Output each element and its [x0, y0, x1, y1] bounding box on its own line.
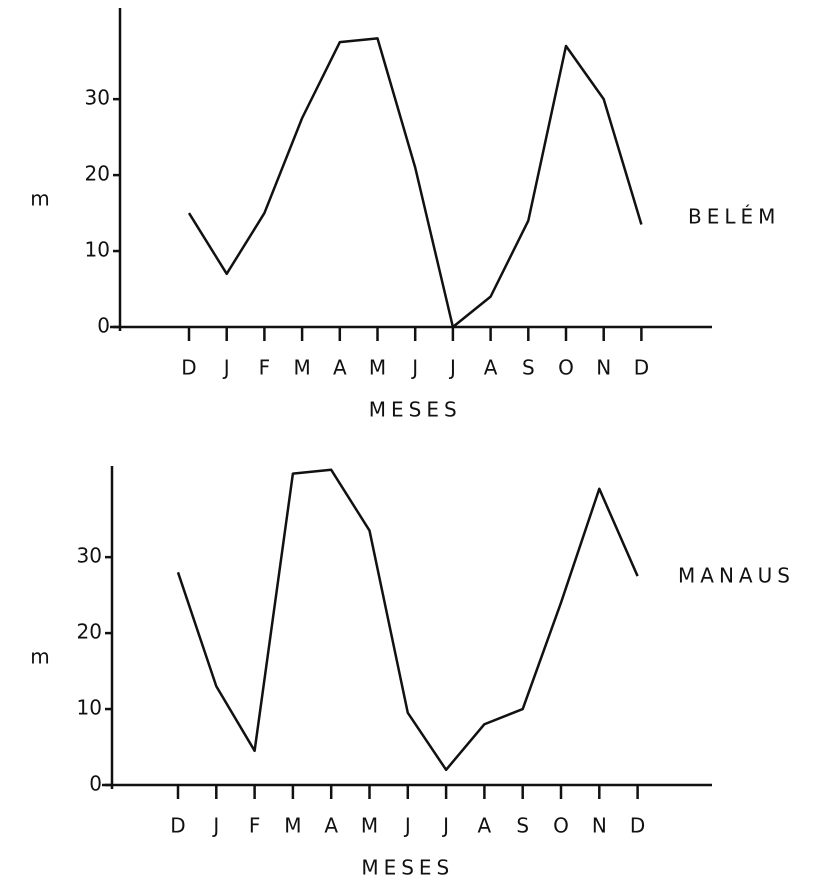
y-tick-label: 0 [97, 314, 110, 338]
x-tick-label: M [293, 356, 310, 380]
x-tick-label: J [211, 814, 219, 838]
x-tick-label: F [259, 356, 271, 380]
x-tick-label: D [634, 356, 649, 380]
x-tick-label: M [284, 814, 301, 838]
x-tick-label: J [403, 814, 411, 838]
y-tick-label: 30 [85, 86, 110, 110]
x-tick-label: F [249, 814, 261, 838]
x-tick-label: J [441, 814, 449, 838]
x-tick-label: M [369, 356, 386, 380]
x-tick-label: S [522, 356, 535, 380]
y-axis-label: m [30, 187, 49, 211]
x-tick-label: D [170, 814, 185, 838]
x-tick-label: N [592, 814, 607, 838]
y-tick-label: 20 [85, 162, 110, 186]
data-line [187, 37, 643, 329]
y-tick-label: 10 [77, 696, 102, 720]
y-tick-label: 0 [89, 772, 102, 796]
x-tick-label: D [181, 356, 196, 380]
y-tick-label: 30 [77, 544, 102, 568]
x-tick-label: J [222, 356, 230, 380]
data-line [176, 468, 639, 772]
x-tick-label: M [361, 814, 378, 838]
x-tick-label: A [484, 356, 498, 380]
x-tick-label: A [333, 356, 347, 380]
x-tick-label: D [630, 814, 645, 838]
x-tick-label: N [596, 356, 611, 380]
x-axis-label: MESES [369, 398, 462, 422]
x-tick-label: S [516, 814, 529, 838]
series-label: MANAUS [678, 564, 795, 588]
x-tick-label: J [448, 356, 456, 380]
x-tick-label: A [478, 814, 492, 838]
x-tick-label: O [553, 814, 569, 838]
x-tick-label: O [558, 356, 574, 380]
x-tick-label: A [324, 814, 338, 838]
y-axis-label: m [30, 645, 49, 669]
y-tick-label: 20 [77, 620, 102, 644]
y-tick-label: 10 [85, 238, 110, 262]
x-axis-label: MESES [361, 856, 454, 880]
x-tick-label: J [410, 356, 418, 380]
series-label: BELÉM [688, 205, 780, 229]
